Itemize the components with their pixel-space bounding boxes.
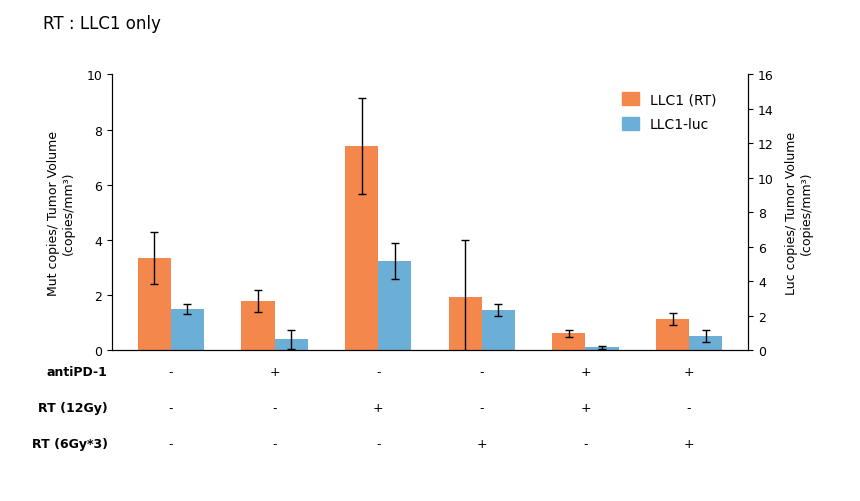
Text: +: +: [476, 437, 487, 450]
Bar: [138, 259, 171, 351]
Text: -: -: [480, 401, 484, 414]
Text: -: -: [169, 437, 173, 450]
Bar: [274, 340, 308, 351]
Text: -: -: [687, 401, 691, 414]
Text: +: +: [580, 365, 591, 378]
Y-axis label: Mut copies/ Tumor Volume
(copies/mm³): Mut copies/ Tumor Volume (copies/mm³): [47, 131, 75, 295]
Text: RT (12Gy): RT (12Gy): [38, 401, 108, 414]
Bar: [482, 310, 515, 351]
Text: +: +: [580, 401, 591, 414]
Text: RT (6Gy*3): RT (6Gy*3): [32, 437, 107, 450]
Text: antiPD-1: antiPD-1: [46, 365, 108, 378]
Bar: [552, 334, 586, 351]
Text: -: -: [169, 365, 173, 378]
Text: -: -: [273, 401, 277, 414]
Text: -: -: [169, 401, 173, 414]
Text: -: -: [376, 365, 380, 378]
Text: -: -: [583, 437, 587, 450]
Y-axis label: Luc copies/ Tumor Volume
(copies/mm³): Luc copies/ Tumor Volume (copies/mm³): [785, 132, 813, 294]
Text: +: +: [684, 437, 694, 450]
Bar: [689, 336, 722, 351]
Text: -: -: [273, 437, 277, 450]
Legend: LLC1 (RT), LLC1-luc: LLC1 (RT), LLC1-luc: [617, 88, 722, 138]
Bar: [449, 297, 482, 351]
Text: -: -: [480, 365, 484, 378]
Bar: [378, 261, 411, 351]
Bar: [171, 310, 204, 351]
Bar: [345, 147, 378, 351]
Bar: [656, 319, 689, 351]
Text: +: +: [269, 365, 280, 378]
Bar: [242, 301, 274, 351]
Text: +: +: [684, 365, 694, 378]
Bar: [586, 348, 618, 351]
Text: -: -: [376, 437, 380, 450]
Text: RT : LLC1 only: RT : LLC1 only: [43, 15, 161, 33]
Text: +: +: [373, 401, 384, 414]
